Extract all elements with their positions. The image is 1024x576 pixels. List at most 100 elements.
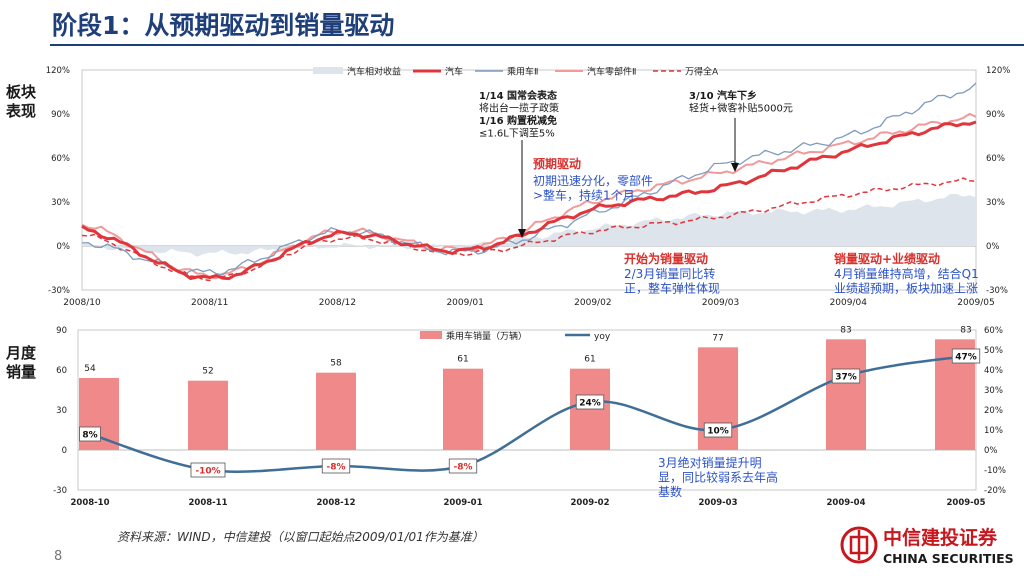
chart1-x-tick-label: 2009/04 (830, 298, 868, 308)
title-underline (50, 44, 1024, 46)
series-line-passenger (81, 82, 977, 276)
row-label-top-line2: 表现 (6, 102, 36, 120)
yoy-data-label-box (575, 394, 605, 410)
sales-bar-label: 83 (840, 325, 851, 335)
legend-swatch (313, 67, 343, 74)
yoy-data-label: 24% (579, 399, 601, 409)
yoy-data-label: 37% (835, 373, 857, 383)
sales-bar-label: 61 (457, 355, 468, 365)
chart2-left-tick-label: 30 (56, 406, 67, 416)
annotation-policy-line: 1/14 国常会表态 (479, 89, 557, 102)
sales-bar-label: 58 (330, 359, 342, 369)
annotation-earnings-line: 业绩超预期，板块加速上涨 (834, 281, 978, 296)
chart2-left-tick-label: 90 (56, 326, 67, 336)
chart1-right-tick-label: 90% (986, 110, 1005, 120)
chart2-right-tick-label: 0% (984, 446, 998, 456)
monthly-sales-chart: -30 0 30 60 90 -20% -10% 0% 10% 20% 30% 40% 50% 60% 20… (53, 325, 1006, 508)
chart2-right-tick-label: -20% (984, 486, 1006, 496)
chart1-right-tick-label: -30% (986, 286, 1008, 296)
yoy-data-label-box (190, 462, 226, 478)
chart2-right-tick-label: 40% (984, 366, 1003, 376)
annotation-rural-arrowhead (731, 163, 739, 172)
chart1-left-tick-label: 60% (51, 154, 70, 164)
chart2-plot-frame (77, 329, 977, 491)
chart2-x-tick-label: 2008-11 (188, 498, 227, 508)
chart2-right-tick-label: 50% (984, 346, 1003, 356)
chart2-left-tick-label: -30 (53, 486, 67, 496)
legend2-line-label: yoy (594, 332, 611, 342)
chart1-x-tick-label: 2008/11 (191, 298, 228, 308)
annotation-sales-line: 2/3月销量同比转 (624, 266, 715, 281)
legend2-bar-label: 乘用车销量（万辆） (446, 330, 527, 342)
chart1-right-tick-label: 30% (986, 198, 1005, 208)
sales-bar (188, 380, 228, 450)
logo-emblem-icon (840, 526, 878, 564)
page-number: 8 (54, 549, 62, 564)
chart1-left-tick-label: 30% (51, 198, 70, 208)
sales-annotation-line: 3月绝对销量提升明 (658, 455, 762, 470)
sales-bar-label: 61 (584, 355, 595, 365)
chart2-left-tick-label: 60 (56, 366, 67, 376)
sales-annotation-line: 基数 (658, 484, 682, 499)
legend2-bar-swatch (420, 331, 442, 339)
chart1-left-tick-label: 90% (51, 110, 70, 120)
sales-bar (316, 372, 356, 450)
chart2-x-tick-label: 2009-03 (698, 498, 737, 508)
yoy-data-label-box (951, 348, 981, 364)
chart1-left-tick-label: 120% (46, 66, 70, 76)
legend-label: 汽车 (445, 66, 463, 78)
chart2-right-tick-label: -10% (984, 466, 1006, 476)
annotation-policy-line: ≤1.6L下调至5% (479, 128, 555, 140)
annotation-expectation-heading: 预期驱动 (533, 156, 581, 171)
sales-bar-label: 52 (202, 367, 213, 377)
sales-bar-label: 77 (712, 333, 723, 343)
yoy-data-label: -10% (195, 467, 220, 477)
legend-label: 万得全A (685, 66, 719, 78)
yoy-data-label: 47% (955, 353, 977, 363)
annotation-policy-arrowhead (518, 229, 526, 238)
chart2-x-tick-label: 2008-12 (316, 498, 355, 508)
chart2-x-tick-label: 2009-01 (443, 498, 482, 508)
row-label-top-line1: 板块 (6, 83, 37, 101)
chart2-x-tick-label: 2009-04 (826, 498, 865, 508)
yoy-data-label: 10% (707, 427, 729, 437)
sales-annotation-line: 显，同比较弱系去年高 (658, 470, 778, 485)
annotation-rural-line: 3/10 汽车下乡 (689, 89, 757, 102)
source-note: 资料来源：WIND，中信建投（以窗口起始点2009/01/01作为基准） (117, 530, 484, 544)
annotation-policy-line: 将出台一揽子政策 (479, 102, 559, 115)
chart1-x-tick-label: 2008/12 (319, 298, 356, 308)
annotation-expectation-line: >整车，持续1个月 (533, 188, 635, 203)
sales-bar-label: 54 (84, 364, 96, 374)
annotation-earnings-heading: 销量驱动+业绩驱动 (834, 251, 940, 266)
chart2-left-tick-label: 0 (62, 446, 67, 456)
yoy-data-label-box (321, 458, 351, 474)
chart2-right-tick-label: 10% (984, 426, 1003, 436)
chart1-right-tick-label: 60% (986, 154, 1005, 164)
chart1-x-tick-label: 2008/10 (63, 298, 101, 308)
yoy-data-label: -8% (453, 463, 472, 473)
sales-bar-label: 83 (960, 325, 971, 335)
chart1-left-tick-label: 0% (57, 242, 71, 252)
annotation-expectation-line: 初期迅速分化，零部件 (533, 173, 653, 188)
series-line-auto (81, 120, 977, 281)
logo-english-name: CHINA SECURITIES (883, 551, 1014, 566)
chart2-x-tick-label: 2008-10 (70, 498, 109, 508)
chart2-x-tick-label: 2009-02 (570, 498, 609, 508)
sector-performance-chart: -30% -30% 0% 0% 30% 30% 60% 60% 90% 90% 120% 120% 20… (46, 66, 1011, 309)
chart1-x-tick-label: 2009/01 (446, 298, 483, 308)
legend-label: 乘用车Ⅱ (507, 66, 538, 78)
sales-bar (443, 368, 483, 450)
chart1-x-tick-label: 2009/02 (574, 298, 611, 308)
annotation-sales-heading: 开始为销量驱动 (624, 251, 708, 266)
chart1-x-tick-label: 2009/05 (957, 298, 994, 308)
logo-chinese-name: 中信建投证券 (883, 526, 998, 549)
series-area-relative-return (82, 193, 976, 257)
annotation-earnings-line: 4月销量维持高增，结合Q1 (834, 266, 979, 281)
chart2-x-tick-label: 2009-05 (946, 498, 985, 508)
chart2-right-tick-label: 20% (984, 406, 1003, 416)
chart2-right-tick-label: 30% (984, 386, 1003, 396)
annotation-rural-line: 轻货+微客补贴5000元 (689, 102, 793, 115)
series-line-market (81, 177, 977, 282)
row-label-bottom-line1: 月度 (5, 344, 37, 362)
